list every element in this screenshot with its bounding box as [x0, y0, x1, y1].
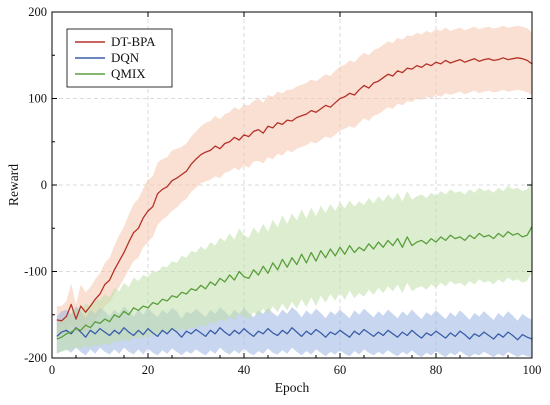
line-series-1 [56, 327, 533, 341]
legend-label: DQN [111, 50, 140, 65]
x-tick-label: 40 [238, 363, 251, 377]
y-tick-label: 200 [28, 5, 47, 19]
y-axis-label: Reward [6, 164, 21, 206]
y-tick-label: 0 [41, 178, 47, 192]
band-series-2 [56, 181, 533, 353]
x-tick-label: 100 [523, 363, 542, 377]
axis-ticks: 0 20 40 60 80 100 -200 -100 0 100 200 [24, 5, 541, 377]
confidence-bands [56, 25, 533, 358]
x-tick-label: 60 [334, 363, 347, 377]
x-tick-label: 0 [49, 363, 55, 377]
y-tick-label: -200 [24, 351, 47, 365]
x-tick-label: 80 [430, 363, 443, 377]
x-tick-label: 20 [142, 363, 155, 377]
legend-label: DT-BPA [111, 34, 156, 49]
x-axis-label: Epoch [275, 380, 310, 395]
line-series-2 [56, 226, 533, 340]
y-tick-label: -100 [24, 265, 47, 279]
y-tick-label: 100 [28, 92, 47, 106]
line-series-0 [56, 57, 533, 322]
series-lines [56, 57, 533, 341]
legend-label: QMIX [111, 66, 146, 81]
